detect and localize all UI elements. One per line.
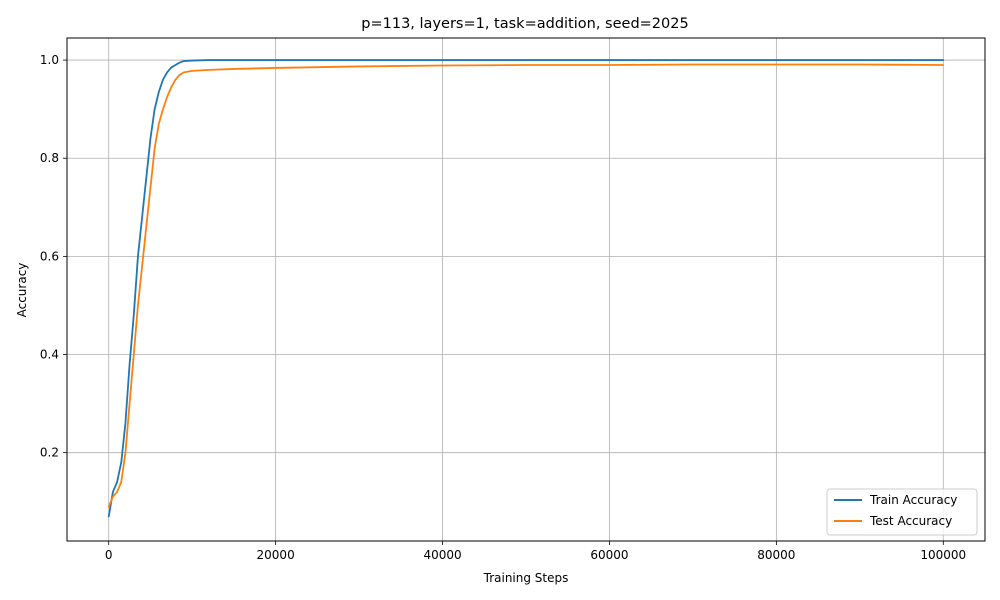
series-line-train-accuracy (107, 59, 945, 518)
legend-box (826, 488, 978, 536)
ticks: 0 20000 40000 60000 80000 100000 0.2 0.4 0.6 0.8 1… (40, 53, 966, 562)
series-layer (107, 59, 945, 518)
x-tick-label: 80000 (757, 548, 795, 562)
x-tick-label: 0 (105, 548, 113, 562)
legend-label-test: Test Accuracy (869, 514, 952, 528)
legend: Train Accuracy Test Accuracy (826, 488, 978, 536)
x-axis-label: Training Steps (483, 571, 569, 585)
x-tick-label: 40000 (423, 548, 461, 562)
legend-label-train: Train Accuracy (869, 493, 957, 507)
y-axis-label: Accuracy (15, 263, 29, 318)
y-tick-label: 0.6 (40, 249, 59, 263)
y-tick-label: 1.0 (40, 53, 59, 67)
y-tick-label: 0.8 (40, 151, 59, 165)
x-tick-label: 100000 (920, 548, 966, 562)
series-line-test-accuracy (107, 63, 945, 508)
chart-title: p=113, layers=1, task=addition, seed=202… (361, 16, 688, 32)
x-tick-label: 60000 (590, 548, 628, 562)
y-tick-label: 0.2 (40, 446, 59, 460)
plot-frame (66, 37, 986, 542)
x-tick-label: 20000 (257, 548, 295, 562)
y-tick-label: 0.4 (40, 348, 59, 362)
